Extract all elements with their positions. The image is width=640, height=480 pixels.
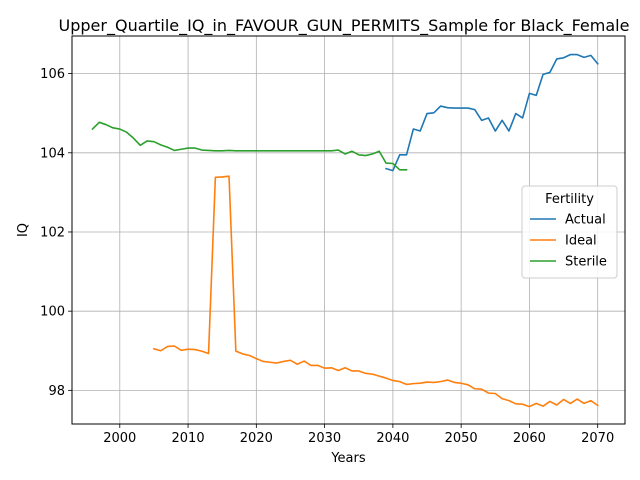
series-line-sterile [91,121,408,171]
y-tick-label: 98 [48,384,65,399]
y-axis-label: IQ [16,223,31,237]
x-tick-label: 2070 [581,431,614,446]
x-tick-label: 2020 [240,431,273,446]
series-layer [91,53,599,408]
y-axis: 98 100 102 104 106 [40,67,72,399]
legend-label-actual: Actual [565,213,606,228]
y-tick-label: 106 [40,67,65,82]
y-tick-label: 104 [40,146,65,161]
y-tick-label: 100 [40,305,65,320]
x-tick-label: 2000 [103,431,136,446]
chart-title: Upper_Quartile_IQ_in_FAVOUR_GUN_PERMITS_… [59,16,630,36]
x-tick-label: 2060 [513,431,546,446]
plot-frame [71,35,626,425]
x-axis-label: Years [330,451,366,466]
legend: Fertility Actual Ideal Sterile [521,185,618,279]
legend-items: Actual Ideal Sterile [530,213,607,270]
x-tick-label: 2010 [172,431,205,446]
y-tick-label: 102 [40,225,65,240]
x-axis: 2000 2010 2020 2030 2040 2050 2060 2070 [103,424,614,446]
legend-label-sterile: Sterile [565,255,607,270]
x-tick-label: 2030 [308,431,341,446]
series-line-actual [385,53,599,172]
legend-label-ideal: Ideal [565,234,597,249]
x-tick-label: 2050 [445,431,478,446]
x-tick-label: 2040 [376,431,409,446]
legend-title: Fertility [545,192,594,207]
series-line-ideal [152,175,599,408]
legend-box [521,185,618,279]
